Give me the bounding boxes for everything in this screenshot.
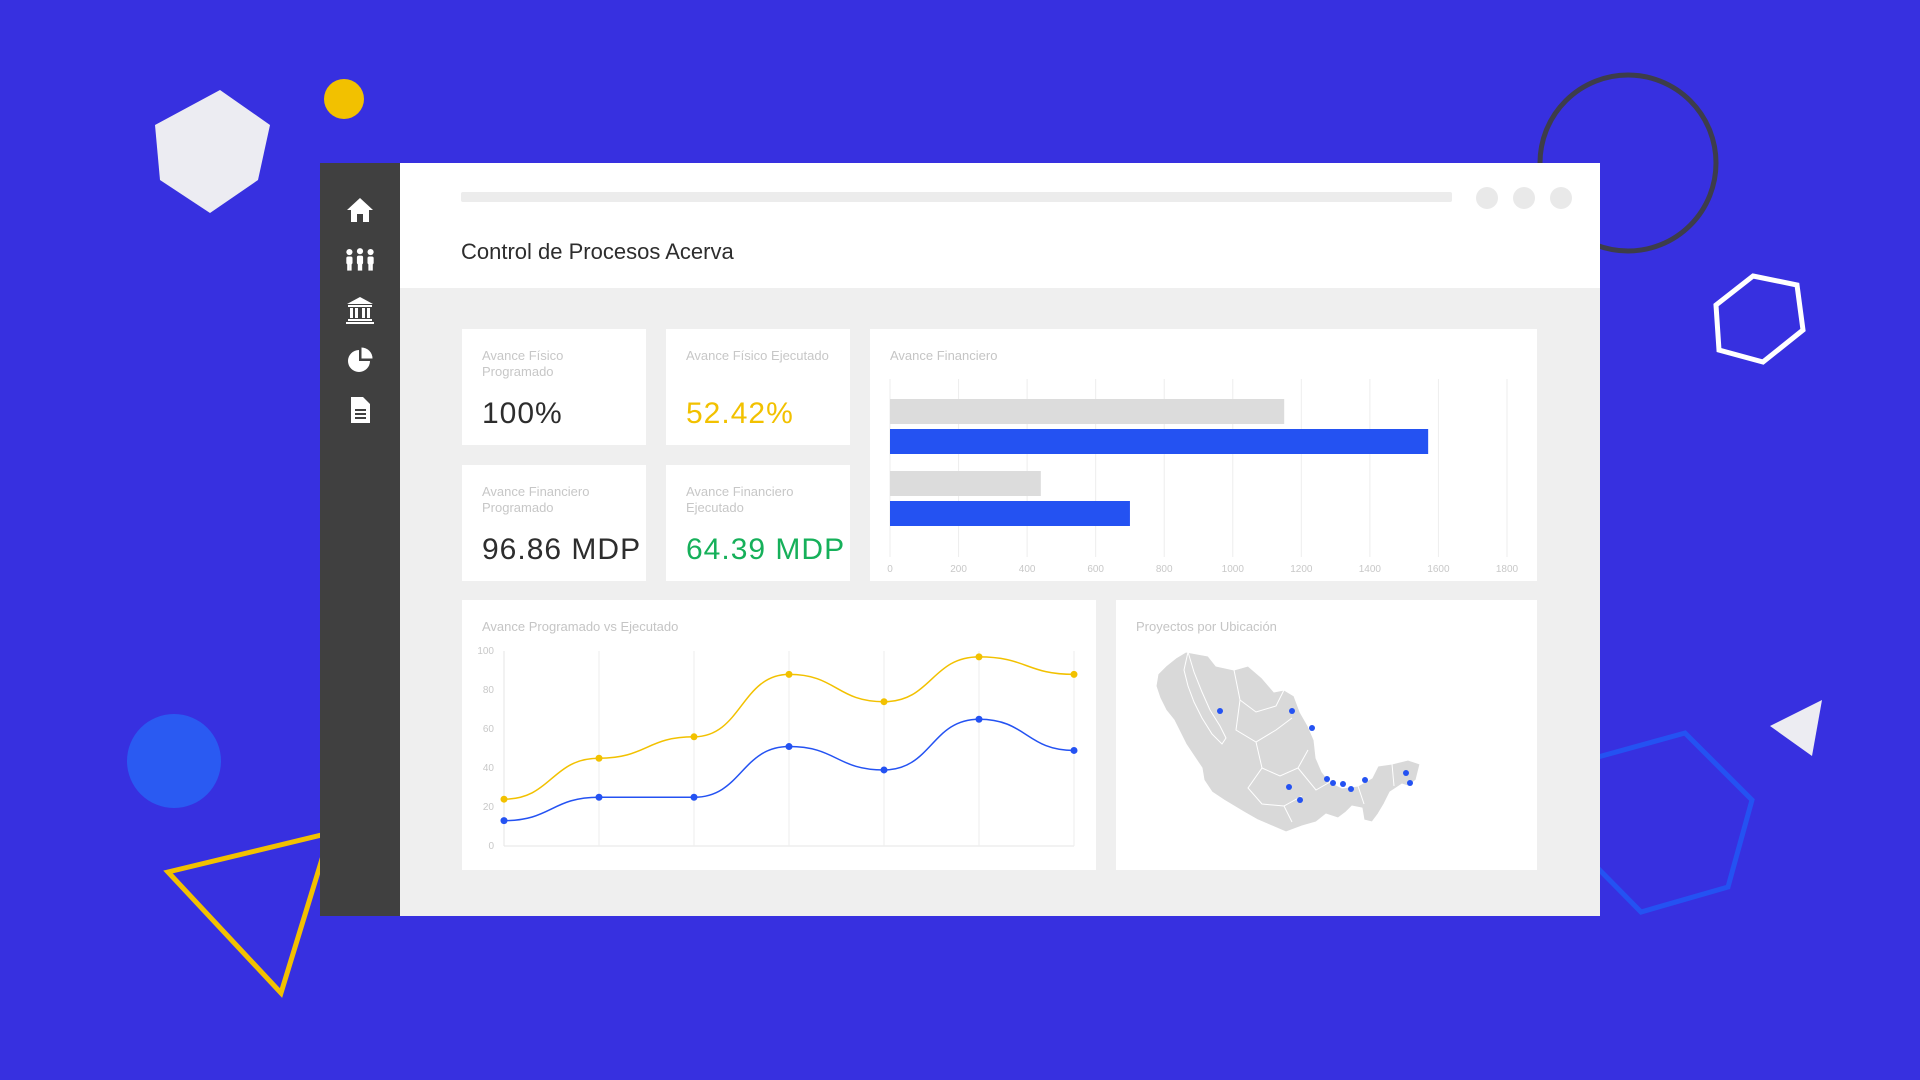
kpi-value: 52.42% bbox=[686, 397, 794, 430]
location-marker[interactable] bbox=[1289, 708, 1295, 714]
tick-label: 1200 bbox=[1290, 564, 1313, 575]
data-point bbox=[975, 715, 983, 723]
window-control-dot[interactable] bbox=[1550, 187, 1572, 209]
tick-label: 20 bbox=[483, 802, 495, 813]
tick-label: 40 bbox=[483, 763, 495, 774]
blue-circle-shape bbox=[127, 714, 221, 808]
location-marker[interactable] bbox=[1309, 725, 1315, 731]
bar bbox=[890, 429, 1429, 454]
tick-label: 400 bbox=[1019, 564, 1036, 575]
address-bar[interactable] bbox=[461, 192, 1452, 202]
sidebar bbox=[320, 163, 400, 916]
location-marker[interactable] bbox=[1407, 780, 1413, 786]
white-triangle-shape bbox=[1770, 700, 1822, 756]
location-marker[interactable] bbox=[1348, 786, 1354, 792]
window-control-dot[interactable] bbox=[1513, 187, 1535, 209]
home-icon bbox=[347, 198, 373, 222]
data-point bbox=[785, 670, 793, 678]
progress-comparison-line-chart: 0 20 40 60 80 100 bbox=[477, 646, 1078, 852]
bar bbox=[890, 501, 1130, 526]
kpi-card-physical-programmed: Avance Físico Programado 100% bbox=[462, 329, 646, 445]
kpi-card-physical-executed: Avance Físico Ejecutado 52.42% bbox=[666, 329, 850, 445]
map-markers bbox=[1217, 708, 1413, 803]
panel-title: Proyectos por Ubicación bbox=[1136, 619, 1277, 634]
mexico-map bbox=[1155, 650, 1421, 833]
location-marker[interactable] bbox=[1324, 776, 1330, 782]
tick-label: 80 bbox=[483, 685, 495, 696]
data-point bbox=[500, 795, 508, 803]
tick-label: 60 bbox=[483, 724, 495, 735]
baja-california-shape bbox=[1183, 650, 1227, 745]
pie-chart-icon bbox=[348, 347, 373, 372]
yellow-outline-triangle-shape bbox=[163, 829, 334, 998]
sidebar-item-institutions[interactable] bbox=[340, 290, 380, 330]
tick-label: 100 bbox=[477, 646, 494, 657]
kpi-label: Avance Físico Ejecutado bbox=[686, 348, 829, 363]
data-point bbox=[785, 743, 793, 751]
tick-label: 0 bbox=[887, 564, 893, 575]
projects-by-location-panel: Proyectos por Ubicación bbox=[1116, 600, 1537, 870]
mexico-map-shape bbox=[1155, 651, 1421, 833]
data-point bbox=[1070, 746, 1078, 754]
panel-title: Avance Financiero bbox=[890, 348, 998, 363]
window-header: Control de Procesos Acerva bbox=[400, 163, 1600, 288]
tick-label: 1600 bbox=[1427, 564, 1450, 575]
sidebar-item-reports[interactable] bbox=[340, 340, 380, 380]
location-marker[interactable] bbox=[1330, 780, 1336, 786]
data-point bbox=[880, 766, 888, 774]
kpi-value: 96.86 MDP bbox=[482, 533, 642, 566]
kpi-label: Avance Físico Programado bbox=[482, 348, 564, 379]
tick-label: 1800 bbox=[1496, 564, 1519, 575]
bar bbox=[890, 399, 1285, 424]
financial-progress-panel: Avance Financiero 0 200 400 600 800 1000 1200 1… bbox=[870, 329, 1537, 581]
tick-label: 1000 bbox=[1222, 564, 1245, 575]
bank-icon bbox=[346, 297, 374, 324]
kpi-label: Avance Financiero Programado bbox=[482, 484, 590, 515]
data-point bbox=[595, 754, 603, 762]
sidebar-item-home[interactable] bbox=[340, 190, 380, 230]
document-icon bbox=[351, 397, 370, 423]
state-borders bbox=[1233, 669, 1395, 823]
kpi-card-financial-executed: Avance Financiero Ejecutado 64.39 MDP bbox=[666, 465, 850, 581]
users-icon bbox=[346, 248, 374, 271]
data-point bbox=[975, 653, 983, 661]
yellow-dot-shape bbox=[324, 79, 364, 119]
tick-label: 200 bbox=[950, 564, 967, 575]
kpi-label: Avance Financiero Ejecutado bbox=[686, 484, 794, 515]
tick-label: 0 bbox=[488, 841, 494, 852]
page-title: Control de Procesos Acerva bbox=[461, 239, 734, 264]
app-window: Control de Procesos Acerva Avance Físico… bbox=[320, 163, 1600, 916]
data-point bbox=[690, 733, 698, 741]
data-point bbox=[500, 817, 508, 825]
data-point bbox=[1070, 670, 1078, 678]
location-marker[interactable] bbox=[1362, 777, 1368, 783]
data-point bbox=[880, 698, 888, 706]
location-marker[interactable] bbox=[1403, 770, 1409, 776]
tick-label: 800 bbox=[1156, 564, 1173, 575]
location-marker[interactable] bbox=[1286, 784, 1292, 790]
tick-label: 600 bbox=[1087, 564, 1104, 575]
tick-label: 1400 bbox=[1359, 564, 1382, 575]
panel-title: Avance Programado vs Ejecutado bbox=[482, 619, 679, 634]
kpi-value: 64.39 MDP bbox=[686, 533, 846, 566]
kpi-value: 100% bbox=[482, 397, 563, 430]
white-hexagon-shape bbox=[155, 90, 270, 213]
location-marker[interactable] bbox=[1297, 797, 1303, 803]
financial-progress-bar-chart: 0 200 400 600 800 1000 1200 1400 1600 1800 bbox=[887, 379, 1519, 575]
progress-comparison-panel: Avance Programado vs Ejecutado 0 20 40 60 80… bbox=[462, 600, 1096, 870]
outline-hexagon-shape bbox=[1713, 273, 1806, 365]
data-point bbox=[595, 793, 603, 801]
sidebar-item-users[interactable] bbox=[340, 240, 380, 280]
kpi-card-financial-programmed: Avance Financiero Programado 96.86 MDP bbox=[462, 465, 646, 581]
sidebar-item-documents[interactable] bbox=[340, 390, 380, 430]
location-marker[interactable] bbox=[1340, 781, 1346, 787]
bar bbox=[890, 471, 1041, 496]
data-point bbox=[690, 793, 698, 801]
blue-outline-hexagon-shape bbox=[1572, 730, 1755, 915]
window-control-dot[interactable] bbox=[1476, 187, 1498, 209]
location-marker[interactable] bbox=[1217, 708, 1223, 714]
